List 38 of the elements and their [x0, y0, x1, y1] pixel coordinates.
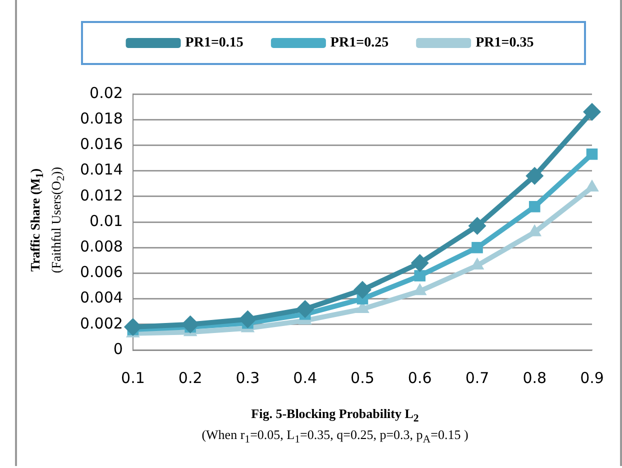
- point: [353, 280, 372, 299]
- point: [528, 200, 540, 212]
- y-tick-label: 0.004: [80, 288, 123, 307]
- point: [296, 300, 314, 318]
- x-tick-label: 0.4: [293, 368, 318, 387]
- point: [238, 310, 257, 328]
- point: [586, 148, 598, 160]
- point: [468, 216, 486, 235]
- x-tick-label: 0.1: [121, 368, 145, 387]
- text: (When r$_{1}$=0.05, L$_{1}$=0.35, q=0.25, p=0.3, p$_{A}$=0.15 ): [200, 426, 470, 448]
- point: [124, 318, 142, 336]
- y-tick-label: 0.018: [80, 109, 123, 128]
- x-tick-label: 0.6: [408, 368, 432, 387]
- point: [410, 254, 429, 272]
- y-tick-label: 0: [113, 340, 123, 358]
- legend-label: PR1=0.35: [476, 36, 534, 51]
- point: [181, 315, 200, 334]
- x-tick-label: 0.5: [350, 368, 374, 387]
- y-tick-label: 0.006: [80, 263, 123, 282]
- y-tick-label: 0.012: [80, 186, 123, 204]
- x-tick-label: 0.8: [522, 368, 547, 387]
- x-axis-title: Fig. 5-Blocking Probability L$_{2}$: [250, 406, 420, 427]
- x-tick-label: 0.2: [178, 368, 202, 387]
- point: [414, 270, 426, 282]
- point: [583, 102, 601, 121]
- point: [472, 242, 483, 254]
- x-tick-label: 0.9: [580, 368, 604, 387]
- y-tick-label: 0.01: [90, 212, 123, 230]
- y-tick-label: 0.014: [80, 160, 123, 179]
- legend-label: PR1=0.15: [185, 36, 244, 51]
- y-tick-label: 0.016: [80, 135, 123, 154]
- x-tick-label: 0.7: [465, 368, 490, 387]
- x-tick-label: 0.3: [236, 368, 260, 387]
- legend-label: PR1=0.25: [330, 36, 389, 51]
- y-tick-label: 0.008: [80, 237, 123, 256]
- point: [526, 166, 544, 185]
- y-tick-label: 0.002: [80, 314, 123, 332]
- y-tick-label: 0.02: [90, 84, 123, 102]
